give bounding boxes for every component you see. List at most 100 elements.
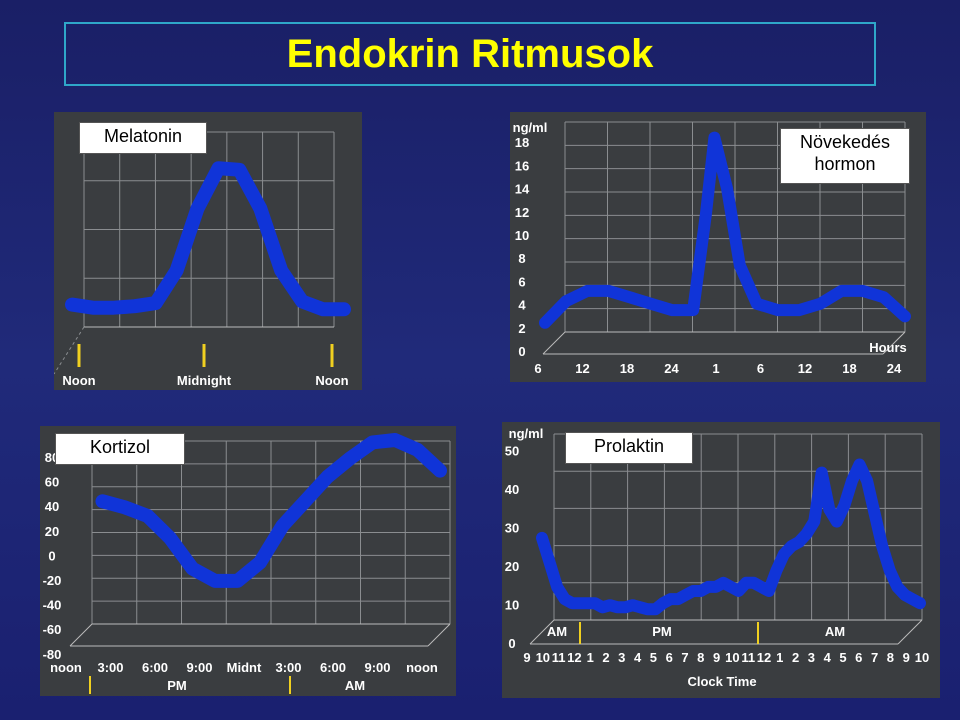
gh-curve bbox=[539, 131, 911, 329]
cortisol-depth-right bbox=[427, 623, 451, 647]
prolactin-chart: ng/ml 0 10 20 30 40 50 AM PM AM 9 10 11 12 1 2 3 4 5 6 7 8 9 10… bbox=[502, 422, 940, 698]
gh-depth-right bbox=[882, 331, 906, 355]
gh-y-tick: 10 bbox=[515, 228, 529, 243]
gh-y-tick: 0 bbox=[518, 344, 525, 359]
prolactin-x-tick: 5 bbox=[650, 650, 657, 665]
prolactin-y-tick: 20 bbox=[505, 559, 519, 574]
cortisol-y-tick: 60 bbox=[45, 475, 59, 490]
cortisol-x-tick: 6:00 bbox=[320, 660, 346, 675]
gh-y-tick: 14 bbox=[515, 182, 530, 197]
prolactin-y-tick: 40 bbox=[505, 482, 519, 497]
prolactin-x-tick: 10 bbox=[725, 650, 739, 665]
gh-x-tick: 12 bbox=[798, 361, 812, 376]
cortisol-y-tick: -20 bbox=[43, 573, 62, 588]
gh-y-tick: 12 bbox=[515, 205, 529, 220]
growth-hormone-label-line1: Növekedés bbox=[799, 132, 891, 152]
prolactin-x-tick: 2 bbox=[602, 650, 609, 665]
growth-hormone-label: Növekedés hormon bbox=[780, 128, 910, 184]
gh-x-tick: 12 bbox=[575, 361, 589, 376]
prolactin-x-tick: 9 bbox=[523, 650, 530, 665]
prolactin-x-tick: 9 bbox=[903, 650, 910, 665]
prolactin-x-tick: 3 bbox=[618, 650, 625, 665]
gh-y-tick: 2 bbox=[518, 321, 525, 336]
gh-x-tick: 18 bbox=[842, 361, 856, 376]
melatonin-x-tick: Noon bbox=[315, 373, 348, 388]
gh-x-tick: 6 bbox=[757, 361, 764, 376]
cortisol-curve bbox=[95, 433, 447, 588]
gh-y-tick: 8 bbox=[518, 251, 525, 266]
cortisol-y-tick: -80 bbox=[43, 647, 62, 662]
cortisol-y-tick: 0 bbox=[48, 548, 55, 563]
melatonin-chart: Noon Midnight Noon bbox=[54, 112, 362, 390]
prolactin-x-tick: 11 bbox=[552, 650, 566, 665]
prolactin-x-tick: 10 bbox=[915, 650, 929, 665]
prolactin-x-tick: 5 bbox=[839, 650, 846, 665]
cortisol-x-tick: 9:00 bbox=[186, 660, 212, 675]
prolactin-label-text: Prolaktin bbox=[593, 436, 665, 456]
prolactin-y-tick: 30 bbox=[505, 521, 519, 536]
prolactin-x-tick: 8 bbox=[697, 650, 704, 665]
prolactin-x-tick: 6 bbox=[855, 650, 862, 665]
cortisol-y-tick: -40 bbox=[43, 598, 62, 613]
prolactin-x-tick: 8 bbox=[887, 650, 894, 665]
cortisol-x-tick: 3:00 bbox=[97, 660, 123, 675]
prolactin-depth-right bbox=[897, 619, 923, 645]
prolactin-x-tick: 7 bbox=[871, 650, 878, 665]
prolactin-x-tick: 4 bbox=[824, 650, 832, 665]
cortisol-x-tick: 6:00 bbox=[142, 660, 168, 675]
prolactin-y-label: ng/ml bbox=[509, 426, 544, 441]
gh-x-tick: 24 bbox=[664, 361, 679, 376]
gh-x-tick: 6 bbox=[534, 361, 541, 376]
prolactin-group-label: PM bbox=[652, 624, 672, 639]
prolactin-curve bbox=[536, 458, 926, 616]
gh-x-tick: 1 bbox=[712, 361, 719, 376]
prolactin-x-label: Clock Time bbox=[687, 674, 756, 689]
gh-x-label: Hours bbox=[869, 340, 907, 355]
melatonin-x-tick: Noon bbox=[62, 373, 95, 388]
gh-y-tick: 16 bbox=[515, 158, 529, 173]
cortisol-group-label: PM bbox=[167, 678, 187, 693]
melatonin-curve bbox=[65, 161, 351, 317]
title-frame: Endokrin Ritmusok bbox=[64, 22, 876, 86]
cortisol-chart: 80 60 40 20 0 -20 -40 -60 -80 noon 3:00 6:00 9:00 Mid… bbox=[40, 426, 456, 696]
melatonin-x-tick: Midnight bbox=[177, 373, 232, 388]
cortisol-label: Kortizol bbox=[55, 433, 185, 465]
cortisol-x-tick: noon bbox=[406, 660, 438, 675]
gh-y-tick: 18 bbox=[515, 135, 529, 150]
cortisol-y-tick: 20 bbox=[45, 524, 59, 539]
growth-hormone-label-line2: hormon bbox=[814, 154, 876, 174]
cortisol-group-label: AM bbox=[345, 678, 365, 693]
prolactin-y-tick: 50 bbox=[505, 444, 519, 459]
prolactin-x-tick: 1 bbox=[776, 650, 783, 665]
melatonin-chart-svg: Noon Midnight Noon bbox=[54, 131, 351, 388]
prolactin-x-tick: 2 bbox=[792, 650, 799, 665]
prolactin-x-tick: 11 bbox=[741, 650, 755, 665]
cortisol-x-tick: 3:00 bbox=[275, 660, 301, 675]
cortisol-y-tick: 40 bbox=[45, 499, 59, 514]
prolactin-x-tick: 7 bbox=[681, 650, 688, 665]
prolactin-x-tick: 9 bbox=[713, 650, 720, 665]
prolactin-group-label: AM bbox=[825, 624, 845, 639]
prolactin-x-tick: 12 bbox=[757, 650, 771, 665]
prolactin-x-tick: 6 bbox=[666, 650, 673, 665]
prolactin-x-tick: 1 bbox=[587, 650, 594, 665]
prolactin-group-label: AM bbox=[547, 624, 567, 639]
cortisol-label-text: Kortizol bbox=[89, 437, 151, 457]
prolactin-label: Prolaktin bbox=[565, 432, 693, 464]
melatonin-label: Melatonin bbox=[79, 122, 207, 154]
cortisol-x-tick: noon bbox=[50, 660, 82, 675]
gh-depth-left bbox=[542, 331, 566, 355]
prolactin-depth-left bbox=[529, 619, 555, 645]
melatonin-label-text: Melatonin bbox=[103, 126, 183, 146]
prolactin-x-tick: 4 bbox=[634, 650, 642, 665]
gh-x-tick: 24 bbox=[887, 361, 902, 376]
gh-y-label: ng/ml bbox=[513, 120, 548, 135]
page-title: Endokrin Ritmusok bbox=[286, 31, 654, 76]
gh-y-tick: 6 bbox=[518, 274, 525, 289]
cortisol-x-tick: 9:00 bbox=[364, 660, 390, 675]
prolactin-y-tick: 0 bbox=[508, 636, 515, 651]
gh-y-tick: 4 bbox=[518, 298, 526, 313]
